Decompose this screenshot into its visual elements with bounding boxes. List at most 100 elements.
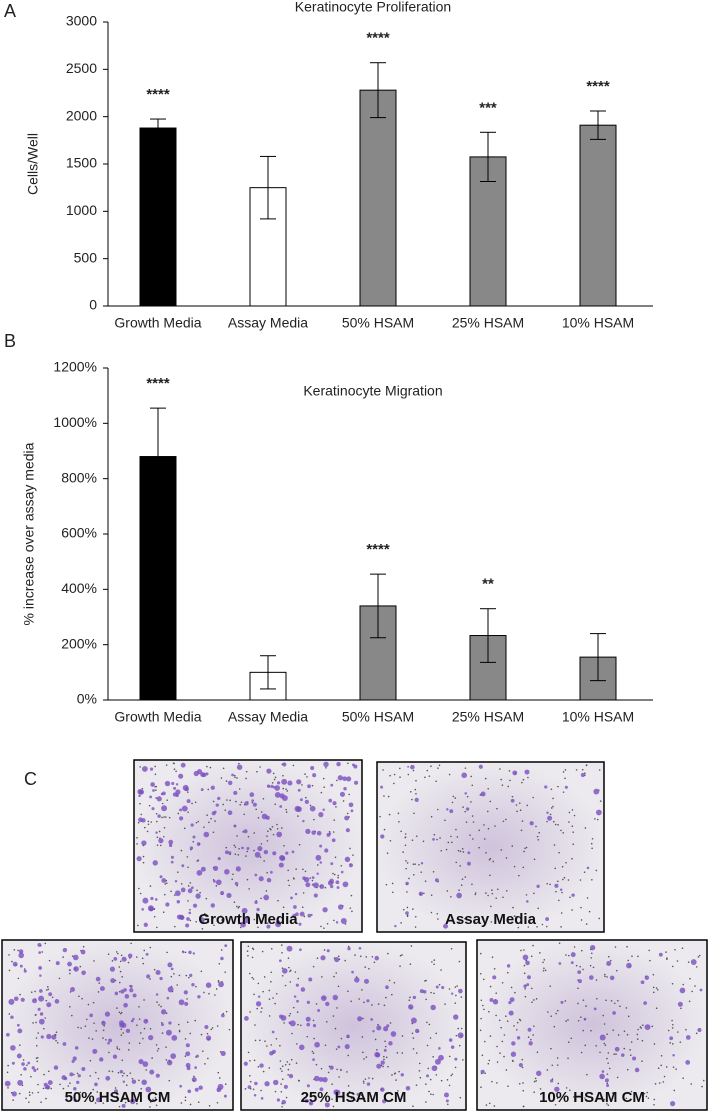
stained-cell	[328, 798, 333, 803]
speck	[283, 845, 285, 847]
speck	[260, 897, 262, 900]
speck	[138, 1042, 141, 1044]
speck	[262, 797, 265, 800]
speck	[501, 784, 504, 787]
speck	[268, 989, 271, 992]
significance: **	[482, 576, 494, 593]
stained-cell	[308, 977, 313, 982]
speck	[35, 1021, 37, 1024]
stained-cell	[51, 1034, 57, 1040]
speck	[454, 1002, 457, 1004]
speck	[429, 1078, 432, 1081]
stained-cell	[119, 1020, 125, 1026]
speck	[660, 1054, 663, 1057]
speck	[359, 955, 362, 958]
stained-cell	[96, 1097, 102, 1103]
speck	[524, 995, 527, 998]
speck	[194, 801, 197, 804]
speck	[527, 1036, 530, 1039]
stained-cell	[141, 840, 147, 846]
stained-cell	[259, 920, 263, 924]
stained-cell	[191, 983, 195, 987]
significance: ****	[146, 86, 170, 103]
stained-cell	[152, 789, 155, 792]
speck	[362, 1080, 365, 1083]
speck	[284, 984, 287, 987]
speck	[97, 991, 100, 993]
speck	[539, 1088, 542, 1090]
speck	[285, 811, 288, 813]
speck	[120, 954, 123, 957]
speck	[149, 1101, 152, 1103]
speck	[270, 1044, 273, 1046]
speck	[462, 1059, 464, 1061]
speck	[93, 960, 95, 962]
speck	[517, 926, 520, 929]
speck	[667, 1029, 670, 1032]
speck	[259, 766, 261, 768]
speck	[450, 1074, 452, 1077]
speck	[415, 835, 418, 837]
stained-cell	[32, 998, 37, 1004]
stained-cell	[276, 781, 281, 785]
speck	[22, 1059, 25, 1061]
speck	[165, 1012, 168, 1014]
stained-cell	[287, 780, 293, 786]
speck	[482, 978, 485, 981]
stained-cell	[570, 952, 576, 958]
speck	[603, 973, 606, 976]
speck	[485, 1104, 488, 1106]
stained-cell	[408, 1004, 414, 1010]
speck	[546, 882, 548, 885]
speck	[479, 972, 482, 975]
error-bar	[480, 131, 496, 183]
speck	[437, 767, 439, 769]
speck	[572, 831, 575, 833]
speck	[288, 1063, 291, 1066]
speck	[261, 1007, 263, 1009]
speck	[161, 802, 164, 805]
speck	[335, 806, 337, 808]
speck	[108, 1070, 111, 1072]
stained-cell	[131, 1079, 137, 1084]
speck	[256, 770, 258, 773]
stained-cell	[626, 962, 632, 969]
speck	[51, 996, 54, 999]
stained-cell	[147, 905, 154, 912]
speck	[348, 1090, 351, 1093]
stained-cell	[62, 947, 68, 953]
stained-cell	[114, 991, 119, 996]
stained-cell	[166, 996, 170, 1000]
speck	[405, 867, 407, 870]
speck	[325, 1021, 328, 1023]
speck	[516, 1028, 518, 1031]
stained-cell	[196, 859, 199, 863]
stained-cell	[317, 1009, 321, 1012]
stained-cell	[233, 790, 238, 796]
speck	[87, 1003, 90, 1006]
speck	[671, 1023, 674, 1026]
speck	[149, 1106, 151, 1108]
stained-cell	[593, 788, 600, 795]
speck	[424, 880, 427, 882]
speck	[125, 1084, 128, 1087]
stained-cell	[46, 1002, 52, 1008]
speck	[137, 924, 139, 927]
stained-cell	[443, 923, 449, 929]
stained-cell	[405, 1085, 411, 1091]
speck	[440, 969, 442, 971]
speck	[249, 1011, 251, 1013]
speck	[311, 1050, 314, 1053]
speck	[237, 762, 240, 765]
speck	[154, 773, 157, 776]
micrograph	[240, 941, 467, 1111]
stained-cell	[312, 1024, 317, 1028]
speck	[487, 894, 489, 897]
speck	[161, 816, 163, 819]
panel-label: C	[24, 769, 37, 789]
speck	[368, 967, 370, 970]
stained-cell	[185, 1043, 190, 1048]
stained-cell	[168, 843, 173, 848]
stained-cell	[510, 1051, 517, 1057]
stained-cell	[293, 905, 297, 909]
